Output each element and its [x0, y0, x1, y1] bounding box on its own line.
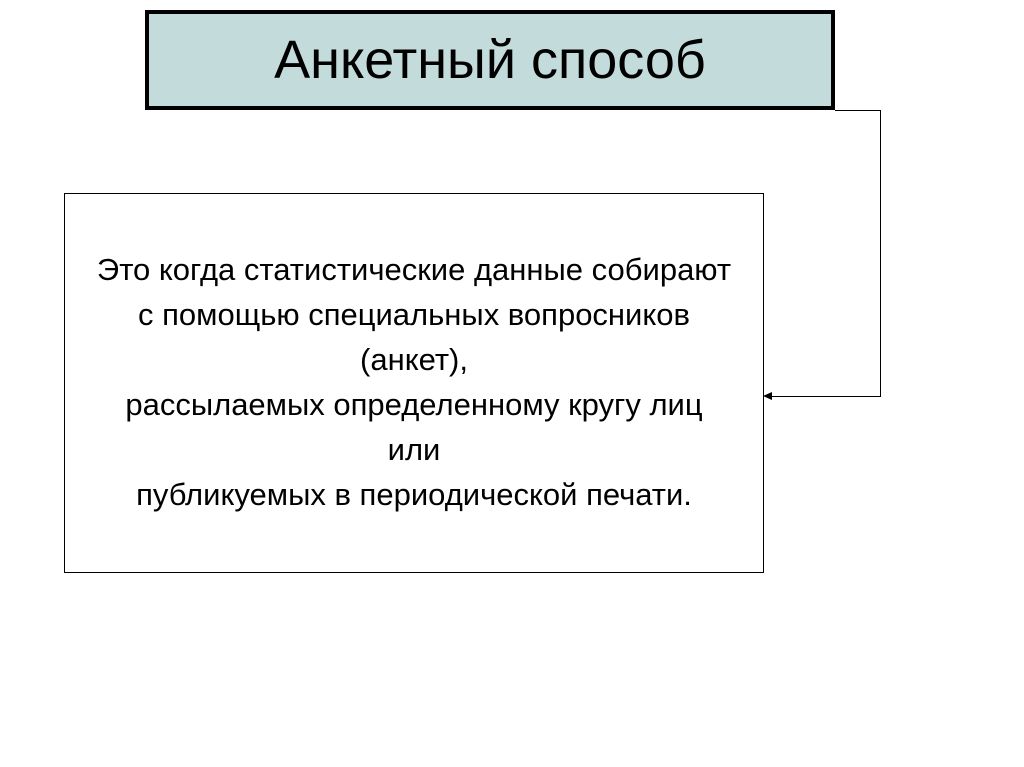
title-text: Анкетный способ [274, 29, 706, 91]
title-box: Анкетный способ [145, 10, 835, 110]
body-text: Это когда статистические данные собирают… [95, 248, 733, 518]
body-box: Это когда статистические данные собирают… [64, 193, 764, 573]
connector-arrow-icon [763, 392, 772, 400]
connector-segment-2 [880, 110, 881, 397]
connector-segment-1 [835, 110, 881, 111]
connector-segment-3 [772, 396, 880, 397]
